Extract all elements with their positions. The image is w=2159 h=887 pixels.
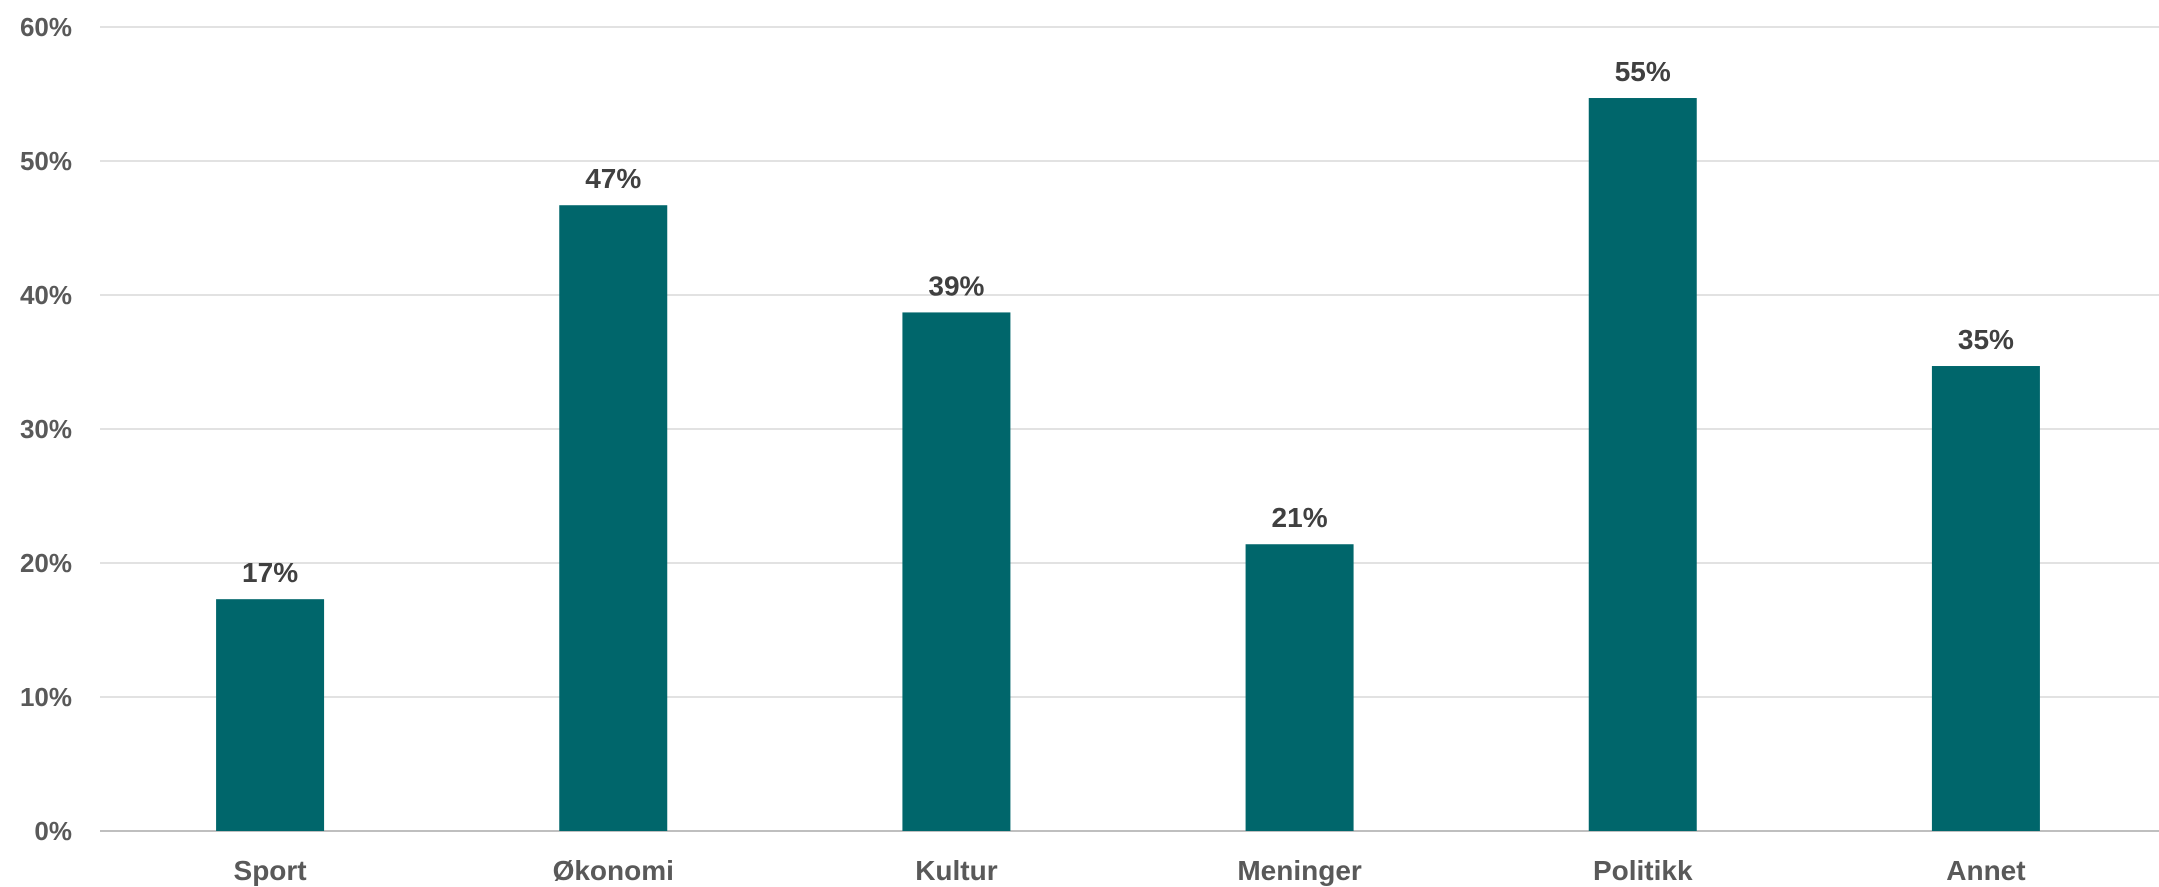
data-label: 55% — [1615, 56, 1671, 87]
data-label: 35% — [1958, 324, 2014, 355]
data-label: 39% — [928, 270, 984, 301]
x-axis-categories: Sport Økonomi Kultur Meninger Politikk Annet — [234, 855, 2026, 886]
y-tick-label: 60% — [20, 12, 72, 42]
y-tick-label: 50% — [20, 146, 72, 176]
bar — [559, 205, 668, 832]
y-tick-label: 20% — [20, 548, 72, 578]
x-category-label: Sport — [234, 855, 307, 886]
bars — [216, 98, 2040, 832]
data-label: 17% — [242, 557, 298, 588]
x-category-label: Meninger — [1237, 855, 1362, 886]
bar — [1588, 98, 1697, 831]
y-tick-label: 10% — [20, 682, 72, 712]
data-label: 21% — [1272, 502, 1328, 533]
x-category-label: Økonomi — [553, 855, 674, 886]
bar — [1245, 544, 1354, 831]
x-category-label: Politikk — [1593, 855, 1693, 886]
data-labels: 17% 47% 39% 21% 55% 35% — [242, 56, 2014, 588]
x-category-label: Kultur — [915, 855, 998, 886]
x-category-label: Annet — [1946, 855, 2025, 886]
y-tick-label: 30% — [20, 414, 72, 444]
bar — [216, 599, 325, 831]
y-tick-label: 40% — [20, 280, 72, 310]
y-axis-ticks: 0% 10% 20% 30% 40% 50% 60% — [20, 12, 72, 846]
gridlines — [100, 26, 2159, 832]
bar — [1931, 366, 2040, 831]
bar — [902, 312, 1011, 831]
y-tick-label: 0% — [34, 816, 72, 846]
data-label: 47% — [585, 163, 641, 194]
